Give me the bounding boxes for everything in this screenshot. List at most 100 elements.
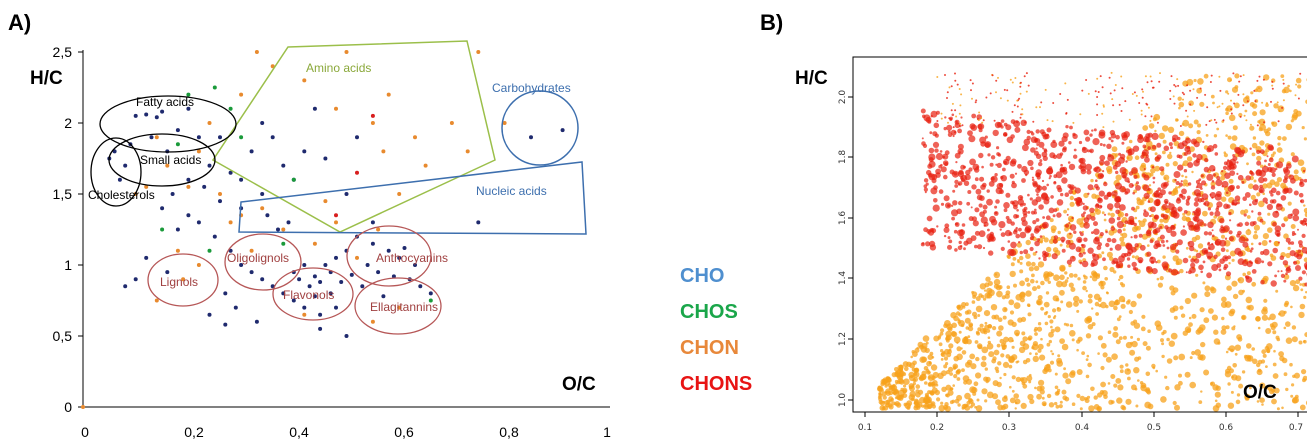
point-chons [1301, 270, 1306, 275]
point-chon [1029, 352, 1032, 355]
point-chon [1121, 232, 1128, 239]
point-chons [1182, 257, 1189, 264]
point-chon [1059, 289, 1065, 296]
legend-item-cho: CHO [680, 265, 724, 287]
point-chon [1115, 339, 1121, 345]
point-chon [927, 354, 934, 361]
point-chon [983, 289, 987, 292]
point-chons [949, 116, 953, 121]
point-chons [1085, 136, 1091, 142]
point-sparse [1230, 99, 1232, 102]
point-chon [997, 361, 1002, 366]
point-sparse [1295, 83, 1298, 86]
point-sparse [1253, 89, 1256, 92]
point-chon [1291, 325, 1297, 330]
point-chons [1127, 149, 1132, 154]
point-chons [1212, 173, 1217, 177]
point-chon [910, 355, 913, 359]
point-chon [1078, 299, 1084, 304]
point-chons [1165, 239, 1169, 243]
point-chon [1230, 348, 1234, 353]
point-chon [1285, 387, 1289, 392]
point-chon [1265, 365, 1268, 368]
point-sparse [1249, 123, 1252, 126]
point-chon [1203, 369, 1210, 376]
point-chons [957, 148, 964, 155]
point-chons [1152, 229, 1158, 235]
point-chon [1202, 281, 1206, 285]
point-chons [938, 189, 944, 194]
point-chon [1054, 372, 1058, 376]
point-chons [1015, 226, 1018, 230]
point-chons [1005, 124, 1012, 131]
point-chon [1227, 402, 1235, 409]
point-cho [355, 135, 359, 140]
point-sparse [1213, 118, 1216, 121]
point-chon [1044, 321, 1049, 326]
point-chons [1004, 133, 1008, 137]
point-chons [1111, 190, 1118, 197]
point-chon [950, 330, 957, 337]
point-chon [1253, 224, 1260, 231]
point-chon [1054, 326, 1061, 333]
point-chons [1015, 120, 1019, 124]
point-chons [1147, 200, 1151, 203]
point-chons [1024, 121, 1027, 124]
point-cho [175, 128, 180, 133]
point-chon [1246, 305, 1251, 310]
point-chons [1207, 255, 1211, 260]
point-chons [1296, 253, 1303, 260]
point-chons [1023, 249, 1029, 255]
point-chon [1022, 336, 1028, 342]
point-chon [1153, 113, 1161, 121]
point-chon [1025, 261, 1032, 267]
point-chons [1232, 156, 1238, 162]
point-sparse [1114, 84, 1117, 86]
panel-a-xtick-label: 0,2 [184, 424, 204, 440]
point-chon [903, 384, 907, 388]
point-chon [1064, 226, 1069, 232]
point-chon [1275, 335, 1280, 340]
point-sparse [1144, 115, 1147, 118]
point-chon [1232, 363, 1237, 368]
point-chons [1242, 260, 1249, 267]
point-chons [1079, 261, 1083, 265]
point-chon [953, 315, 959, 322]
point-chons [1003, 208, 1008, 213]
point-chon [977, 344, 983, 350]
point-chons [1241, 180, 1245, 184]
point-chon [1144, 389, 1147, 392]
point-chon [1170, 190, 1176, 196]
point-chon [1093, 271, 1098, 277]
point-chon [981, 388, 988, 395]
point-chons [951, 113, 955, 117]
point-chon [1277, 142, 1281, 146]
point-chons [1098, 204, 1103, 209]
point-chon [1287, 201, 1292, 206]
point-chons [990, 155, 996, 160]
point-chons [947, 236, 951, 240]
panel-b-label: B) [760, 10, 783, 35]
point-chon [882, 395, 887, 400]
point-sparse [1111, 98, 1114, 101]
point-chons [1209, 211, 1214, 216]
point-chon [1188, 100, 1194, 106]
point-chons [1006, 218, 1012, 224]
point-chons [1124, 177, 1130, 183]
point-chon [1216, 127, 1220, 131]
point-chon [922, 335, 930, 342]
panel-b-ytick-label: 1.8 [838, 150, 848, 165]
point-chon [1011, 375, 1016, 380]
point-chon [1249, 125, 1255, 131]
point-chons [920, 108, 926, 114]
point-chons [1011, 182, 1017, 189]
point-chon [1036, 285, 1041, 289]
point-chons [1142, 184, 1150, 192]
point-chons [1017, 198, 1024, 206]
point-chon [1024, 277, 1030, 283]
point-cho [165, 270, 170, 275]
point-chon [969, 386, 977, 394]
point-chon [1087, 362, 1092, 368]
point-cho [402, 246, 407, 250]
point-chon [1202, 210, 1208, 217]
